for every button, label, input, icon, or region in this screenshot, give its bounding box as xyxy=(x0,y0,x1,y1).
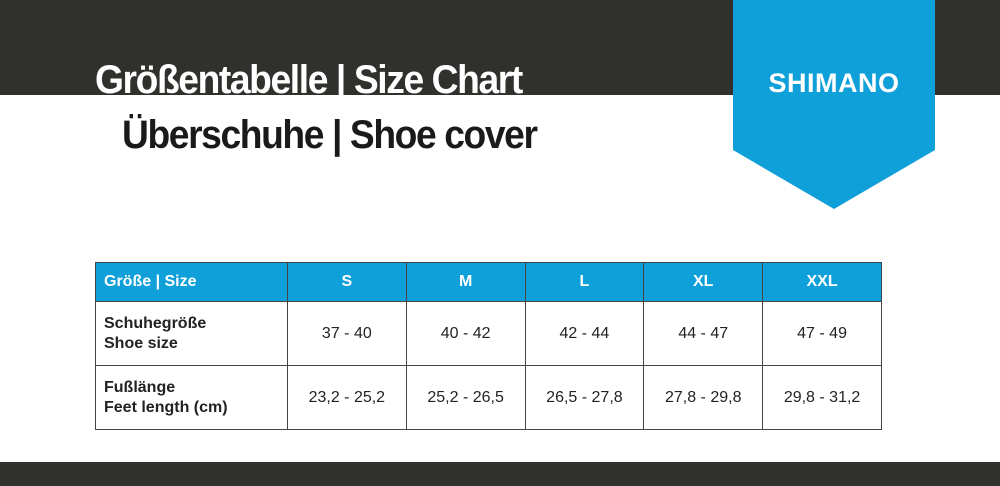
table-row: Schuhegröße Shoe size 37 - 40 40 - 42 42 … xyxy=(95,301,882,366)
size-header: L xyxy=(524,262,645,302)
row-label: Fußlänge Feet length (cm) xyxy=(95,365,288,430)
shimano-logo: SHIMANO xyxy=(768,68,900,98)
row-label-de: Schuhegröße xyxy=(104,314,207,332)
row-label-en: Feet length (cm) xyxy=(104,398,228,416)
row-label-en: Shoe size xyxy=(104,334,178,352)
row-label-de: Fußlänge xyxy=(104,378,176,396)
size-header: M xyxy=(405,262,526,302)
brand-banner xyxy=(733,0,935,209)
bottom-band xyxy=(0,462,1000,486)
table-cell: 44 - 47 xyxy=(643,301,764,366)
table-row: Fußlänge Feet length (cm) 23,2 - 25,2 25,… xyxy=(95,365,882,430)
table-cell: 26,5 - 27,8 xyxy=(524,365,645,430)
table-cell: 25,2 - 26,5 xyxy=(405,365,526,430)
size-header: XL xyxy=(643,262,764,302)
page-subtitle: Überschuhe | Shoe cover xyxy=(122,113,538,157)
header-label: Größe | Size xyxy=(95,262,288,302)
size-header: XXL xyxy=(762,262,882,302)
size-header: S xyxy=(286,262,407,302)
size-table: Größe | Size S M L XL XXL Schuhegröße Sho… xyxy=(95,262,882,430)
table-header-row: Größe | Size S M L XL XXL xyxy=(95,262,882,302)
table-cell: 23,2 - 25,2 xyxy=(286,365,407,430)
table-cell: 29,8 - 31,2 xyxy=(762,365,882,430)
table-cell: 27,8 - 29,8 xyxy=(643,365,764,430)
page-title: Größentabelle | Size Chart xyxy=(95,58,523,102)
table-cell: 37 - 40 xyxy=(286,301,407,366)
table-cell: 42 - 44 xyxy=(524,301,645,366)
table-cell: 40 - 42 xyxy=(405,301,526,366)
table-cell: 47 - 49 xyxy=(762,301,882,366)
row-label: Schuhegröße Shoe size xyxy=(95,301,288,366)
